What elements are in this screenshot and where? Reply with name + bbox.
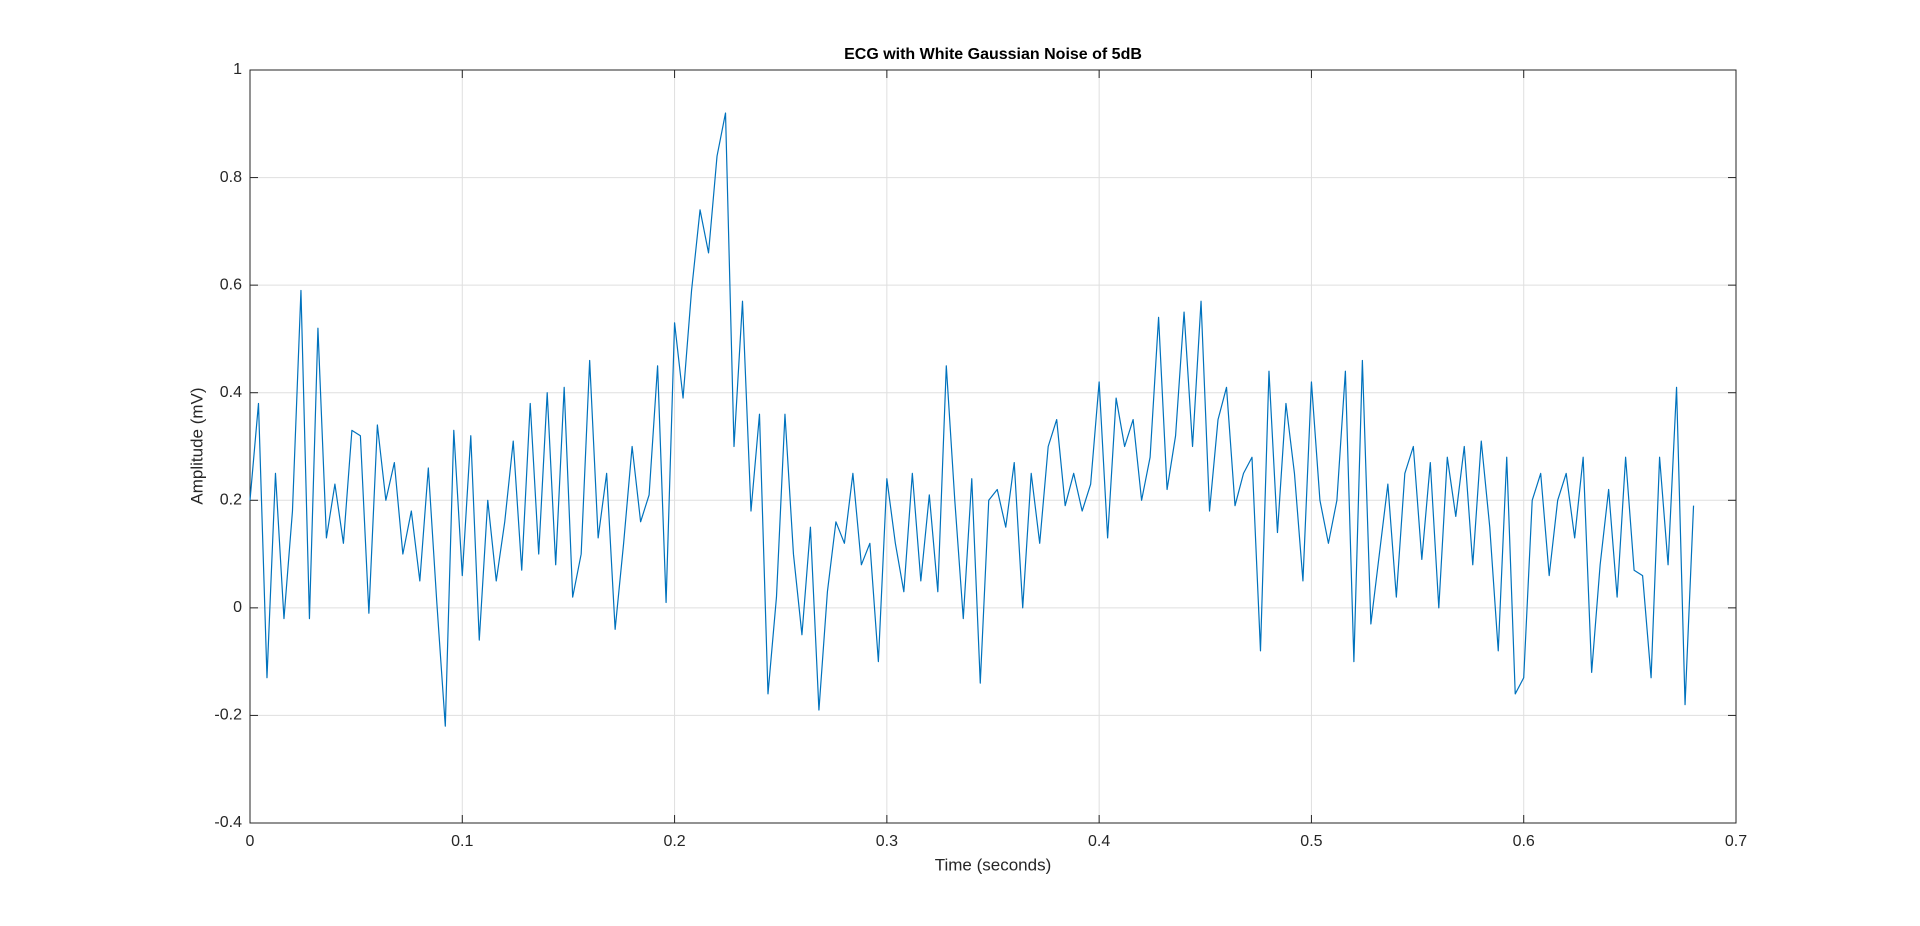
x-tick-label: 0.2 <box>663 833 685 850</box>
y-tick-label: 1 <box>233 61 242 78</box>
chart-title: ECG with White Gaussian Noise of 5dB <box>844 46 1142 63</box>
y-tick-label: 0.6 <box>220 276 242 293</box>
x-tick-label: 0.3 <box>876 833 898 850</box>
y-tick-label: 0.8 <box>220 169 242 186</box>
y-tick-label: -0.2 <box>214 707 242 724</box>
x-tick-label: 0.4 <box>1088 833 1110 850</box>
data-line <box>249 112 1695 727</box>
x-tick-label: 0.1 <box>451 833 473 850</box>
x-tick-label: 0 <box>246 833 255 850</box>
y-tick-label: -0.4 <box>214 814 242 831</box>
x-axis-label: Time (seconds) <box>935 855 1052 874</box>
y-tick-label: 0 <box>233 599 242 616</box>
y-axis-label: Amplitude (mV) <box>187 387 206 504</box>
plot-frame <box>249 69 1737 824</box>
x-tick-label: 0.6 <box>1513 833 1535 850</box>
y-tick-label: 0.2 <box>220 492 242 509</box>
x-tick-label: 0.7 <box>1725 833 1747 850</box>
y-tick-label: 0.4 <box>220 384 242 401</box>
x-tick-label: 0.5 <box>1300 833 1322 850</box>
